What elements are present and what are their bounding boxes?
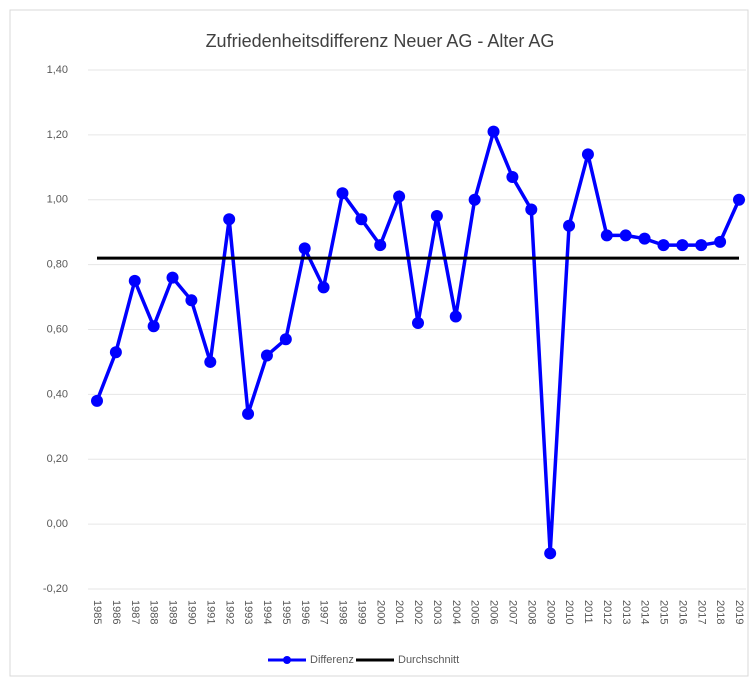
marker xyxy=(714,235,727,248)
x-tick-label: 2001 xyxy=(393,600,405,624)
x-tick-label: 1998 xyxy=(337,600,349,624)
y-tick-label: 0,80 xyxy=(47,259,68,271)
chart-title: Zufriedenheitsdifferenz Neuer AG - Alter… xyxy=(206,31,555,51)
x-tick-label: 1997 xyxy=(318,600,330,624)
marker xyxy=(487,125,500,138)
y-tick-label: 1,20 xyxy=(47,129,68,141)
x-tick-label: 1990 xyxy=(186,600,198,624)
x-tick-label: 1986 xyxy=(110,600,122,624)
x-tick-label: 1994 xyxy=(261,600,273,624)
x-tick-label: 1985 xyxy=(91,600,103,624)
x-tick-label: 1989 xyxy=(167,600,179,624)
marker xyxy=(657,239,670,252)
marker xyxy=(506,171,519,184)
marker xyxy=(355,213,368,226)
legend-label: Differenz xyxy=(310,654,354,666)
marker xyxy=(449,310,462,323)
x-tick-label: 2005 xyxy=(469,600,481,624)
x-tick-label: 2011 xyxy=(582,600,594,624)
marker xyxy=(185,294,198,307)
y-tick-label: 1,40 xyxy=(47,64,68,76)
marker xyxy=(638,232,651,245)
marker xyxy=(166,271,179,284)
marker xyxy=(525,203,538,216)
x-tick-label: 2010 xyxy=(563,600,575,624)
x-tick-label: 2016 xyxy=(676,600,688,624)
x-tick-label: 2002 xyxy=(412,600,424,624)
marker xyxy=(298,242,311,255)
x-tick-label: 2008 xyxy=(525,600,537,624)
x-tick-label: 1987 xyxy=(129,600,141,624)
marker xyxy=(109,346,122,359)
marker xyxy=(204,355,217,368)
y-tick-label: 1,00 xyxy=(47,194,68,206)
x-tick-label: 2012 xyxy=(601,600,613,624)
marker xyxy=(676,239,689,252)
x-tick-label: 2004 xyxy=(450,600,462,624)
marker xyxy=(600,229,613,242)
marker xyxy=(242,407,255,420)
marker xyxy=(733,193,745,206)
marker xyxy=(260,349,273,362)
x-tick-label: 2006 xyxy=(488,600,500,624)
marker xyxy=(223,213,236,226)
y-tick-label: 0,40 xyxy=(47,388,68,400)
marker xyxy=(336,187,349,200)
x-tick-label: 1988 xyxy=(148,600,160,624)
x-tick-label: 1993 xyxy=(242,600,254,624)
y-tick-label: -0,20 xyxy=(43,583,68,595)
x-tick-label: 2003 xyxy=(431,600,443,624)
legend-marker xyxy=(283,656,291,664)
x-tick-label: 1992 xyxy=(223,600,235,624)
marker xyxy=(412,317,424,330)
legend-label: Durchschnitt xyxy=(398,654,459,666)
x-tick-label: 2013 xyxy=(620,600,632,624)
x-tick-label: 2007 xyxy=(507,600,519,624)
x-tick-label: 2009 xyxy=(544,600,556,624)
x-tick-label: 1995 xyxy=(280,600,292,624)
marker xyxy=(581,148,594,161)
marker xyxy=(91,394,103,407)
marker xyxy=(468,193,481,206)
x-tick-label: 2019 xyxy=(733,600,745,624)
x-tick-label: 2018 xyxy=(714,600,726,624)
x-tick-label: 2017 xyxy=(695,600,707,624)
marker xyxy=(147,320,160,333)
marker xyxy=(279,333,292,346)
x-tick-label: 2015 xyxy=(658,600,670,624)
marker xyxy=(317,281,330,294)
marker xyxy=(393,190,406,203)
marker xyxy=(695,239,708,252)
marker xyxy=(544,547,557,560)
chart-frame xyxy=(9,9,749,677)
x-tick-label: 1991 xyxy=(204,600,216,624)
x-tick-label: 1996 xyxy=(299,600,311,624)
marker xyxy=(563,219,576,232)
marker xyxy=(619,229,632,242)
y-tick-label: 0,60 xyxy=(47,323,68,335)
y-tick-label: 0,00 xyxy=(47,518,68,530)
x-tick-label: 2000 xyxy=(374,600,386,624)
y-tick-label: 0,20 xyxy=(47,453,68,465)
marker xyxy=(430,209,443,222)
x-tick-label: 1999 xyxy=(355,600,367,624)
marker xyxy=(128,274,141,287)
x-tick-label: 2014 xyxy=(639,600,651,624)
marker xyxy=(374,239,387,252)
